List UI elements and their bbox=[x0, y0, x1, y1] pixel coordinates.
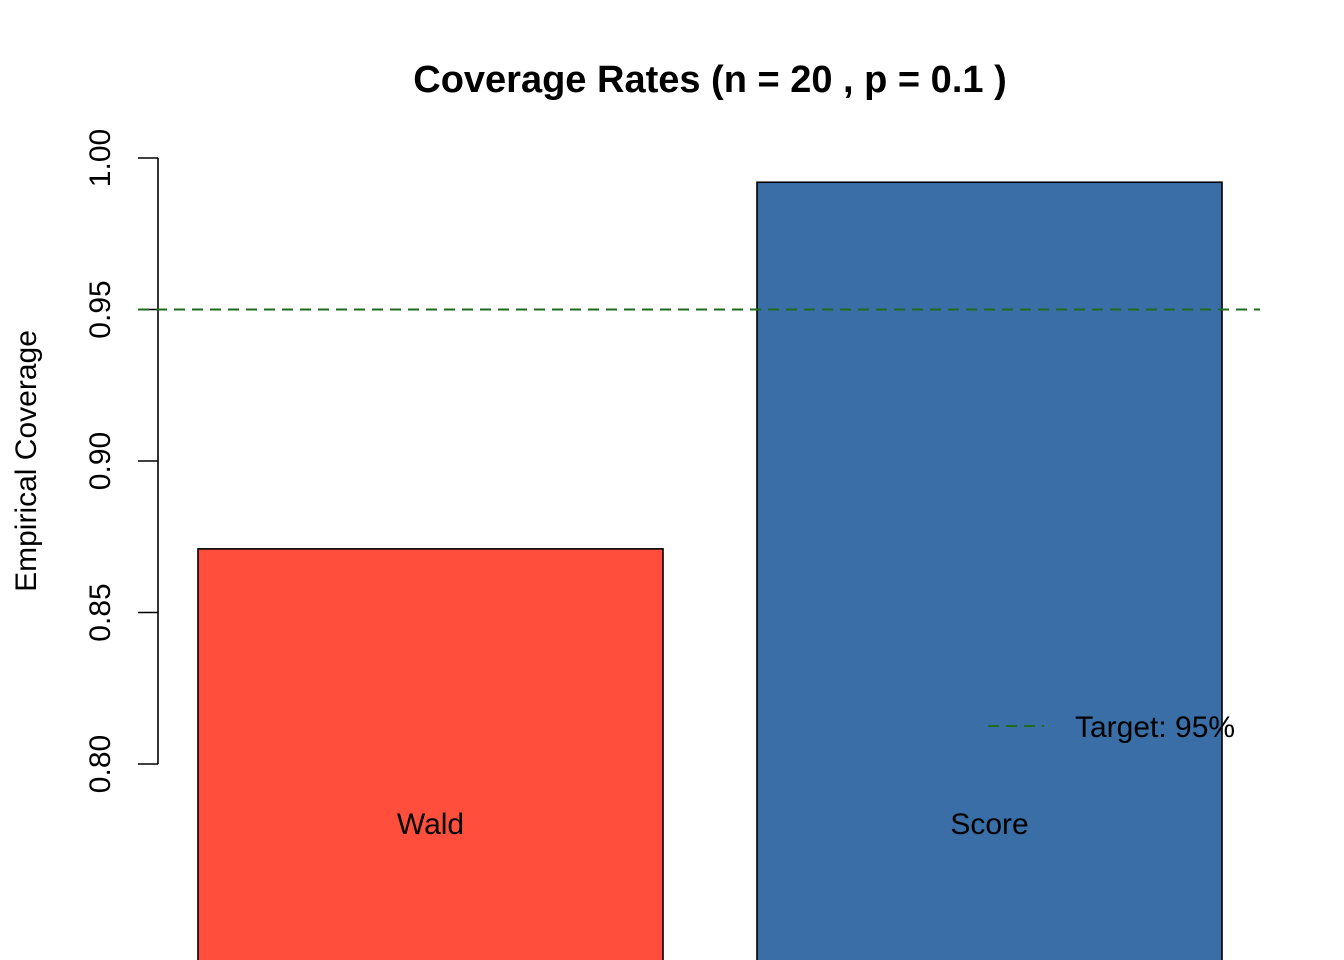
y-tick-label: 0.85 bbox=[84, 583, 117, 641]
chart-title: Coverage Rates (n = 20 , p = 0.1 ) bbox=[413, 59, 1006, 101]
bar-labels-group: Wald Score bbox=[397, 808, 1029, 841]
bars-group bbox=[197, 181, 1223, 960]
legend-label: Target: 95% bbox=[1075, 711, 1235, 744]
legend: Target: 95% bbox=[988, 711, 1235, 744]
y-tick-label: 0.95 bbox=[84, 280, 117, 338]
bar-label-score: Score bbox=[950, 808, 1028, 841]
y-axis-label: Empirical Coverage bbox=[10, 330, 43, 592]
bar-wald bbox=[197, 548, 664, 960]
bar-score bbox=[756, 181, 1223, 960]
y-tick-label: 1.00 bbox=[84, 129, 117, 187]
y-tick-label: 0.80 bbox=[84, 735, 117, 793]
y-tick-label: 0.90 bbox=[84, 432, 117, 490]
bar-label-wald: Wald bbox=[397, 808, 464, 841]
y-axis: 0.80 0.85 0.90 0.95 1.00 bbox=[84, 129, 159, 793]
